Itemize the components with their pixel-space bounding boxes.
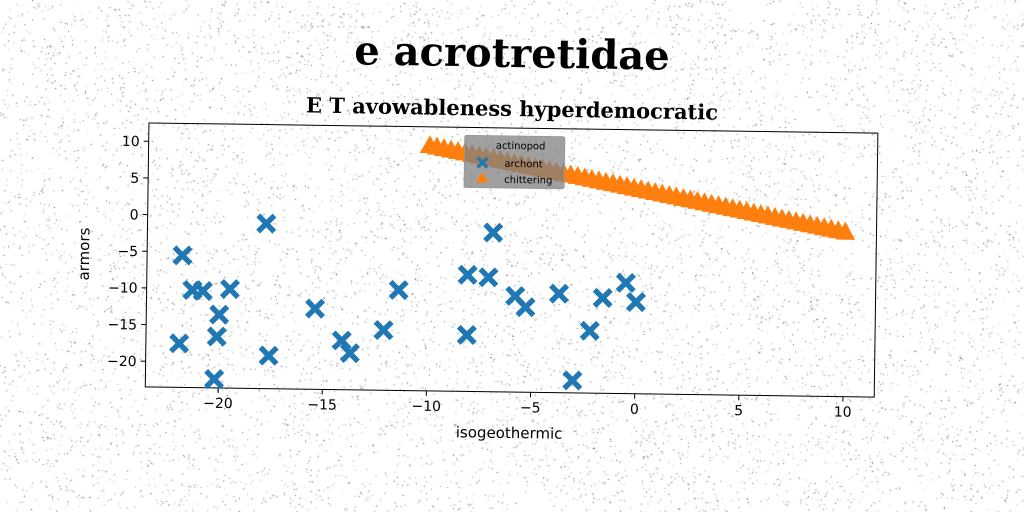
marker-archont <box>592 287 613 309</box>
y-tick-label: 10 <box>122 134 140 150</box>
marker-archont <box>388 279 409 301</box>
legend-title: actinopod <box>496 141 546 153</box>
x-tick-label: −10 <box>411 399 441 415</box>
legend-label-archont: archont <box>504 159 542 171</box>
legend-label-chittering: chittering <box>504 175 552 187</box>
legend-box <box>463 134 566 190</box>
marker-archont <box>256 213 277 234</box>
marker-archont <box>562 370 583 391</box>
legend-marker-archont <box>476 156 489 169</box>
marker-archont <box>172 245 193 266</box>
legend: actinopod archont chittering <box>463 134 566 190</box>
legend-triangle-marker <box>476 171 489 183</box>
y-tick-label: 0 <box>130 207 139 223</box>
y-tick-label: −10 <box>108 280 138 296</box>
marker-archont <box>615 272 636 293</box>
marker-archont <box>331 330 352 351</box>
marker-archont <box>258 345 279 366</box>
y-tick-label: −5 <box>117 244 138 260</box>
marker-archont <box>204 368 225 390</box>
marker-archont <box>206 326 227 347</box>
legend-x-marker <box>476 156 489 169</box>
marker-archont <box>456 324 477 346</box>
x-tick-label: −20 <box>203 396 233 412</box>
marker-archont <box>579 320 600 341</box>
marker-archont <box>515 297 536 318</box>
marker-archont <box>192 280 213 301</box>
marker-archont <box>219 279 241 300</box>
marker-archont <box>339 343 360 364</box>
marker-archont <box>478 267 499 288</box>
x-tick-label: −15 <box>307 397 337 413</box>
x-tick-label: −5 <box>520 400 541 416</box>
marker-archont <box>304 298 326 319</box>
marker-archont <box>169 333 190 354</box>
axis-ticks: −20 −15 −10 −5 0 5 10 10 5 0 −5 −10 −15 −20 <box>107 134 852 421</box>
x-tick-label: 10 <box>834 405 852 421</box>
axes-frame <box>144 122 879 398</box>
marker-archont <box>373 320 394 341</box>
x-axis-label: isogeothermic <box>456 423 563 442</box>
legend-marker-chittering <box>476 171 489 183</box>
x-tick-label: 5 <box>734 403 743 419</box>
data-marks <box>169 135 856 391</box>
marker-archont <box>625 292 647 313</box>
marker-archont <box>548 283 570 304</box>
marker-archont <box>209 304 230 325</box>
y-tick-label: −20 <box>107 354 137 370</box>
x-tick-label: 0 <box>630 402 639 418</box>
y-tick-label: 5 <box>130 171 139 187</box>
y-tick-label: −15 <box>107 317 137 333</box>
marker-chittering <box>835 221 856 240</box>
y-axis-label: armors <box>75 227 94 280</box>
marker-archont <box>483 222 504 243</box>
marker-archont <box>457 264 478 285</box>
